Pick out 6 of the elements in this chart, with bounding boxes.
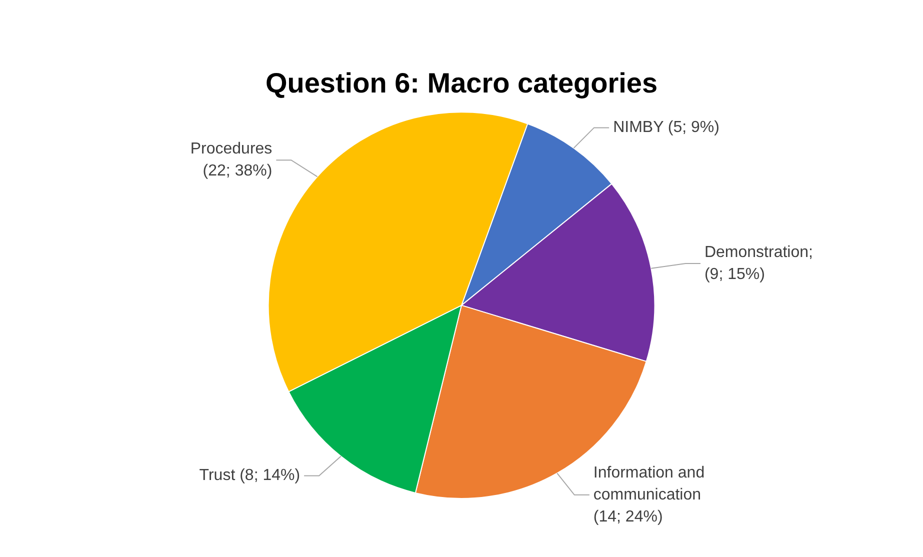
slice-label: Information and communication (14; 24%) (593, 464, 705, 526)
slice-label: Procedures (22; 38%) (190, 140, 272, 180)
slice-label: Demonstration; (9; 15%) (704, 244, 813, 283)
slice-label: NIMBY (5; 9%) (613, 119, 720, 136)
slice-label: Trust (8; 14%) (199, 467, 300, 484)
chart-title: Question 6: Macro categories (265, 68, 658, 99)
